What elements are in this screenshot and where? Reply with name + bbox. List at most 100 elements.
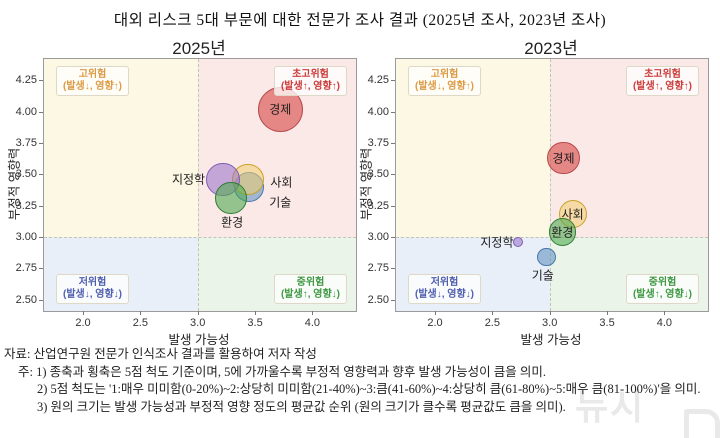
y-tick-mark (39, 299, 43, 301)
quadrant-label-bottom-right: 중위험 (발생↑, 영향↓) (273, 274, 347, 304)
x-tick-label: 2.5 (132, 317, 148, 329)
y-tick-label: 4.25 (15, 74, 37, 87)
y-tick-mark (39, 111, 43, 113)
plot-area-2025: 2.0 2.5 3.0 3.5 4.0 2.50 2.75 3.00 3.25 3.50 3.75 4… (16, 58, 357, 329)
bubble-label-geopolitics: 지정학 (480, 235, 514, 250)
x-tick-label: 2.0 (427, 317, 443, 329)
quadrant-label-detail: (발생↓, 영향↑) (415, 81, 475, 92)
y-tick-mark (391, 80, 395, 82)
y-tick-mark (391, 299, 395, 301)
y-tick-mark (39, 143, 43, 144)
x-tick-label: 3.5 (247, 317, 263, 329)
note-2: 2) 5점 척도는 '1:매우 미미함(0-20%)~2:상당히 미미함(21-… (37, 382, 701, 396)
y-tick-mark (391, 174, 395, 176)
chart-title-2025: 2025년 (172, 39, 226, 58)
x-axis-label: 발생 가능성 (168, 333, 230, 347)
y-tick-label: 3.25 (367, 199, 389, 212)
plot-area-2023: 2.0 2.5 3.0 3.5 4.0 2.50 2.75 3.00 3.25 3.50 3.75 4… (368, 58, 709, 329)
y-tick-label: 3.00 (15, 231, 37, 244)
y-tick-label: 2.75 (15, 262, 37, 275)
y-tick-mark (391, 111, 395, 113)
bubble-label-society: 사회 (270, 175, 293, 190)
x-tick-label: 4.0 (656, 317, 673, 329)
y-tick-mark (39, 237, 43, 239)
x-tick-mark (83, 311, 84, 315)
x-tick-label: 4.0 (304, 317, 321, 329)
dashed-crosshair-horizontal (44, 237, 356, 239)
bubble-label-geopolitics: 지정학 (171, 172, 206, 187)
source-note: 자료: 산업연구원 전문가 인식조사 결과를 활용하여 저자 작성 (4, 347, 317, 361)
bubble-label-economy: 경제 (552, 151, 575, 166)
dashed-crosshair-vertical (197, 59, 199, 311)
y-tick-label: 2.75 (367, 262, 389, 275)
x-axis-label: 발생 가능성 (520, 333, 582, 347)
bubble-label-society: 사회 (561, 207, 584, 222)
y-tick-label: 3.50 (367, 168, 389, 181)
bubble-label-technology: 기술 (269, 195, 292, 210)
x-tick-mark (549, 311, 551, 315)
chart-title-2023: 2023년 (524, 39, 578, 58)
y-tick-mark (39, 80, 43, 82)
quadrant-label-bottom-right: 중위험 (발생↑, 영향↓) (625, 274, 699, 304)
y-tick-mark (391, 237, 395, 239)
bubble-label-technology: 기술 (531, 268, 554, 283)
y-tick-label: 4.25 (367, 74, 389, 87)
newsis-logo-icon (684, 409, 720, 438)
quadrant-label-title: 고위험 (78, 69, 107, 80)
quadrant-label-detail: (발생↑, 영향↑) (280, 81, 340, 92)
y-tick-mark (391, 205, 395, 207)
quadrant-label-title: 초고위험 (292, 69, 329, 80)
quadrant-label-top-right: 초고위험 (발생↑, 영향↑) (625, 66, 699, 96)
y-tick-label: 3.50 (15, 168, 37, 181)
quadrant-label-detail: (발생↑, 영향↑) (632, 81, 692, 92)
bubble-environment (548, 218, 576, 246)
quadrant-label-bottom-left: 저위험 (발생↓, 영향↓) (408, 274, 482, 304)
chart-panel-2025: 2025년 부정적 영향력 2.0 2.5 3.0 3.5 4.0 2.50 2.75 3.0… (0, 36, 360, 348)
chart-panel-2023: 2023년 부정적 영향력 2.0 2.5 3.0 3.5 4.0 2.50 2.75 3.0… (352, 36, 712, 348)
watermark-text: 뉴시스 (575, 386, 646, 427)
figure-title: 대외 리스크 5대 부문에 대한 전문가 조사 결과 (2025년 조사, 20… (113, 12, 607, 29)
quadrant-label-title: 저위험 (78, 277, 107, 288)
quadrant-label-title: 고위험 (430, 69, 459, 80)
x-tick-mark (664, 311, 666, 315)
quadrant-label-detail: (발생↓, 영향↓) (63, 289, 123, 300)
x-tick-mark (197, 311, 199, 315)
dashed-crosshair-vertical (549, 59, 551, 311)
y-tick-label: 4.00 (367, 105, 389, 118)
quadrant-label-top-left: 고위험 (발생↓, 영향↑) (408, 66, 482, 96)
y-tick-label: 4.00 (15, 105, 37, 118)
x-tick-label: 3.0 (542, 317, 558, 329)
y-tick-mark (39, 174, 43, 176)
y-tick-label: 2.50 (15, 293, 37, 306)
quadrant-label-detail: (발생↓, 영향↓) (415, 289, 475, 300)
y-tick-label: 3.75 (15, 137, 37, 149)
quadrant-label-title: 중위험 (648, 277, 677, 288)
x-tick-label: 3.5 (599, 317, 615, 329)
y-tick-label: 3.75 (367, 137, 389, 149)
bubble-label-environment: 환경 (551, 225, 574, 240)
quadrant-label-title: 중위험 (296, 277, 325, 288)
x-tick-label: 2.0 (75, 317, 91, 329)
bubble-technology (536, 247, 556, 267)
x-tick-label: 2.5 (484, 317, 500, 329)
x-tick-mark (255, 311, 257, 315)
quadrant-label-detail: (발생↓, 영향↑) (63, 81, 123, 92)
newsis-watermark: 뉴시스 (575, 378, 720, 438)
bubble-economy (547, 141, 580, 175)
y-tick-mark (391, 268, 395, 270)
quadrant-label-title: 저위험 (430, 277, 459, 288)
x-tick-label: 3.0 (190, 317, 206, 329)
bubble-geopolitics (512, 237, 523, 248)
quadrant-label-detail: (발생↑, 영향↓) (632, 289, 692, 300)
x-tick-mark (312, 311, 314, 315)
quadrant-label-detail: (발생↑, 영향↓) (280, 289, 340, 300)
x-tick-mark (607, 311, 609, 315)
y-tick-mark (39, 268, 43, 270)
bubble-label-environment: 환경 (221, 215, 244, 230)
y-tick-mark (39, 205, 43, 207)
y-tick-mark (391, 143, 395, 144)
quadrant-label-top-right: 초고위험 (발생↑, 영향↑) (273, 66, 347, 96)
bubble-environment (215, 182, 247, 214)
y-tick-label: 3.00 (367, 231, 389, 244)
